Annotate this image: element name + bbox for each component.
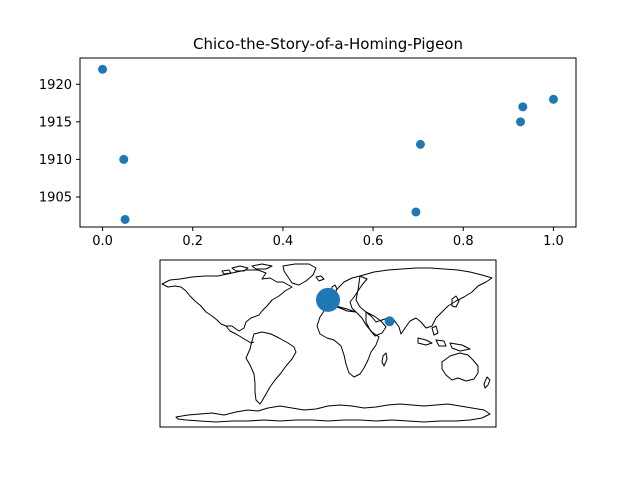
scatter-point [516,117,526,127]
scatter-point [518,102,528,112]
x-axis-ticks: 0.0 0.2 0.4 0.6 0.8 1.0 [92,227,564,249]
iceland-coastline [315,275,325,282]
scatter-point [119,154,129,164]
x-tick-label: 0.4 [273,234,294,249]
x-tick-label: 0.6 [363,234,384,249]
map-frame [159,259,497,428]
scatter-points [98,64,558,224]
chart-title: Chico-the-Story-of-a-Homing-Pigeon [193,35,463,53]
greenland-coastline [282,263,317,286]
south-america-coastline [245,331,297,405]
x-tick-label: 0.8 [453,234,474,249]
scatter-point [120,214,130,224]
y-tick-label: 1905 [39,190,72,205]
scatter-point [98,64,108,74]
map-point [384,316,395,327]
map-points [316,287,395,327]
arabia-coastline [365,311,387,337]
antarctica-coastline [175,403,491,423]
scatter-chart: Chico-the-Story-of-a-Homing-Pigeon 0.0 0.… [39,35,577,249]
arctic-islands-coastline [221,263,273,275]
scatter-point [415,139,425,149]
japan-coastline [451,295,460,308]
y-axis-ticks: 1905 1910 1915 1920 [39,78,80,205]
north-america-coastline [161,269,293,332]
map-point [316,287,340,312]
africa-coastline [316,305,380,378]
australia-coastline [441,352,479,382]
x-tick-label: 1.0 [543,234,564,249]
central-america-coastline [225,325,255,344]
x-tick-label: 0.2 [182,234,203,249]
world-map [159,259,497,428]
y-tick-label: 1910 [39,153,72,168]
y-tick-label: 1920 [39,78,72,93]
scatter-point [411,207,421,217]
madagascar-coastline [381,352,388,367]
y-tick-label: 1915 [39,115,72,130]
indonesia-coastline [417,325,471,352]
asia-coastline [355,267,493,335]
europe-coastline [325,275,368,313]
new-zealand-coastline [483,376,491,389]
plot-frame [79,57,577,228]
x-tick-label: 0.0 [92,234,113,249]
scatter-point [548,94,558,104]
